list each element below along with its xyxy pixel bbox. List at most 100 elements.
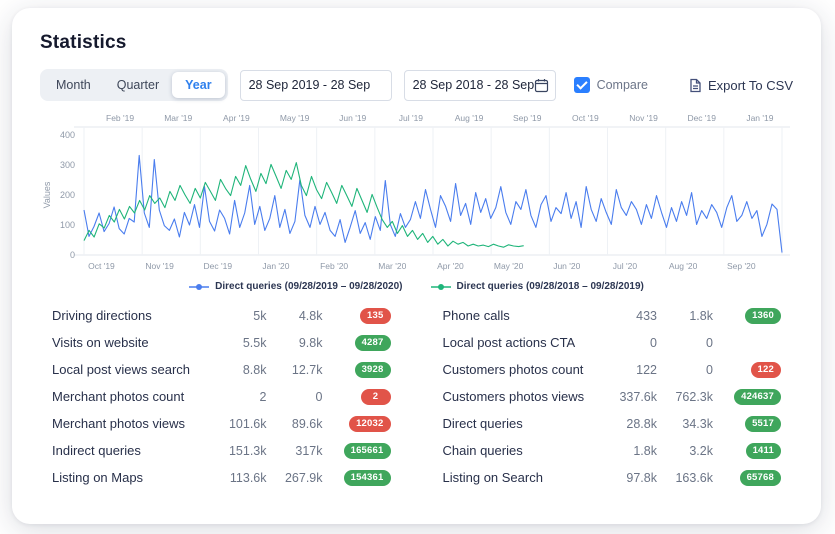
svg-text:Aug '20: Aug '20 — [669, 261, 698, 271]
stat-value-current: 8.8k — [242, 362, 267, 377]
stat-row: Direct queries 28.8k 34.3k 5517 — [443, 410, 781, 437]
stat-value-compare: 1.8k — [689, 308, 713, 323]
stat-value-current: 5k — [253, 308, 267, 323]
compare-checkbox[interactable]: Compare — [573, 77, 648, 93]
stat-value-compare: 163.6k — [675, 470, 713, 485]
stat-row: Phone calls 433 1.8k 1360 — [442, 302, 781, 329]
svg-text:Dec '19: Dec '19 — [687, 113, 716, 123]
stats-column: Phone calls 433 1.8k 1360 Local post actions… — [442, 302, 782, 491]
stat-label: Chain queries — [442, 443, 523, 458]
legend-marker-icon — [430, 283, 451, 290]
svg-text:Jun '20: Jun '20 — [553, 261, 580, 271]
stat-delta-badge: 122 — [750, 361, 781, 378]
svg-text:Feb '20: Feb '20 — [320, 261, 348, 271]
stat-row: Customers photos views 337.6k 762.3k 424637 — [442, 383, 781, 410]
stat-delta-badge: 1411 — [745, 442, 781, 459]
svg-text:May '20: May '20 — [494, 261, 524, 271]
stat-label: Listing on Search — [442, 470, 543, 485]
stat-delta-cell: 2 — [333, 388, 391, 405]
stat-row: Customers photos count 122 0 122 — [442, 356, 781, 383]
line-chart-canvas: 0 100 200 300 400 Values Feb '19 Mar '19 Apr '19… — [42, 113, 790, 271]
stat-value-current: 1.8k — [633, 443, 657, 458]
stat-delta-badge: 4287 — [354, 334, 391, 351]
stat-value-compare: 12.7k — [291, 362, 323, 377]
stat-delta-badge: 65768 — [739, 469, 781, 486]
stat-row: Listing on Maps 113.6k 267.9k 154361 — [52, 464, 391, 491]
svg-text:Dec '19: Dec '19 — [204, 261, 233, 271]
date-range-primary-input[interactable]: 28 Sep 2019 - 28 Sep — [239, 69, 392, 101]
tab-quarter[interactable]: Quarter — [116, 78, 160, 92]
svg-text:Nov '19: Nov '19 — [145, 261, 174, 271]
stat-label: Merchant photos views — [52, 416, 185, 431]
svg-text:Apr '19: Apr '19 — [223, 113, 250, 123]
stat-delta-cell: 5517 — [723, 415, 781, 432]
svg-text:Jun '19: Jun '19 — [339, 113, 366, 123]
stat-delta-cell: 4287 — [333, 334, 391, 351]
stat-label: Customers photos count — [442, 362, 584, 377]
stat-label: Customers photos views — [442, 389, 585, 404]
statistics-card: Statistics Month Quarter Year 28 Sep 2019 … — [12, 8, 821, 524]
stat-value-current: 28.8k — [626, 416, 657, 431]
svg-text:Oct '19: Oct '19 — [88, 261, 115, 271]
stats-table: Driving directions 5k 4.8k 135 Visits on web… — [40, 302, 793, 491]
stat-delta-badge: 1360 — [745, 307, 781, 324]
stat-label: Visits on website — [52, 335, 149, 350]
legend-item[interactable]: Direct queries (09/28/2018 – 09/28/2019) — [430, 281, 644, 292]
stat-value-current: 5.5k — [242, 335, 267, 350]
svg-text:200: 200 — [60, 190, 75, 200]
stat-row: Local post views search 8.8k 12.7k 3928 — [52, 356, 391, 383]
stat-value-current: 151.3k — [228, 443, 267, 458]
svg-text:0: 0 — [70, 250, 75, 260]
stat-value-current: 2 — [259, 389, 267, 404]
stat-row: Local post actions CTA 0 0 — [443, 329, 782, 356]
stat-value-compare: 317k — [295, 443, 323, 458]
stat-label: Listing on Maps — [52, 470, 144, 485]
stat-row: Merchant photos count 2 0 2 — [52, 383, 391, 410]
stat-delta-badge: 154361 — [343, 469, 391, 486]
svg-text:Values: Values — [42, 181, 52, 208]
calendar-icon[interactable] — [534, 78, 549, 93]
svg-text:Apr '20: Apr '20 — [437, 261, 464, 271]
svg-text:Mar '19: Mar '19 — [164, 113, 192, 123]
svg-text:400: 400 — [60, 130, 75, 140]
stat-value-current: 433 — [636, 308, 657, 323]
stat-value-compare: 0 — [706, 335, 713, 350]
svg-text:Nov '19: Nov '19 — [629, 113, 658, 123]
stat-row: Chain queries 1.8k 3.2k 1411 — [442, 437, 781, 464]
stats-column: Driving directions 5k 4.8k 135 Visits on web… — [52, 302, 391, 491]
page-title: Statistics — [40, 32, 127, 53]
stat-delta-cell: 154361 — [333, 469, 391, 486]
stat-row: Visits on website 5.5k 9.8k 4287 — [52, 329, 391, 356]
stat-delta-cell: 135 — [333, 307, 391, 324]
legend-item[interactable]: Direct queries (09/28/2019 – 09/28/2020) — [189, 281, 403, 292]
export-csv-button[interactable]: Export To CSV — [688, 78, 793, 93]
stat-delta-cell: 1360 — [723, 307, 781, 324]
svg-text:Jul '20: Jul '20 — [613, 261, 638, 271]
stat-delta-cell: 122 — [723, 361, 781, 378]
date-range-compare-value: 28 Sep 2018 - 28 Sep — [412, 78, 535, 92]
tab-month[interactable]: Month — [56, 78, 91, 92]
stat-value-compare: 762.3k — [675, 389, 713, 404]
stat-label: Local post views search — [52, 362, 191, 377]
checkbox-checked-icon[interactable] — [573, 77, 590, 93]
legend-label: Direct queries (09/28/2019 – 09/28/2020) — [215, 281, 403, 292]
svg-text:Aug '19: Aug '19 — [455, 113, 484, 123]
stat-value-current: 337.6k — [619, 389, 657, 404]
stat-label: Phone calls — [442, 308, 510, 323]
statistics-chart: 0 100 200 300 400 Values Feb '19 Mar '19 Apr '19… — [40, 111, 793, 292]
stat-value-compare: 267.9k — [284, 470, 323, 485]
stat-value-current: 101.6k — [228, 416, 267, 431]
stat-delta-badge: 5517 — [745, 415, 781, 432]
stat-value-current: 113.6k — [229, 470, 267, 485]
stat-row: Driving directions 5k 4.8k 135 — [52, 302, 391, 329]
toolbar: Month Quarter Year 28 Sep 2019 - 28 Sep 28… — [40, 69, 793, 101]
date-range-compare-input[interactable]: 28 Sep 2018 - 28 Sep — [403, 69, 556, 101]
stat-label: Local post actions CTA — [442, 335, 576, 350]
stat-row: Listing on Search 97.8k 163.6k 65768 — [442, 464, 781, 491]
legend-label: Direct queries (09/28/2018 – 09/28/2019) — [456, 281, 644, 292]
tab-year[interactable]: Year — [172, 72, 225, 98]
stat-value-compare: 9.8k — [298, 335, 323, 350]
stat-label: Driving directions — [52, 308, 152, 323]
stat-row: Indirect queries 151.3k 317k 165661 — [52, 437, 391, 464]
stat-delta-cell: 3928 — [333, 361, 391, 378]
